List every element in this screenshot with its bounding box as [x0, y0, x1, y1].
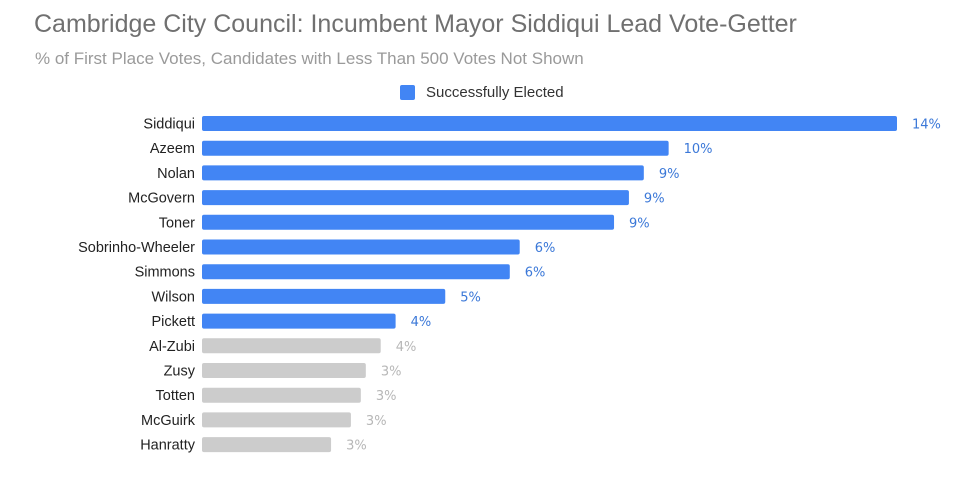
bar	[202, 288, 446, 304]
category-label: Pickett	[151, 314, 195, 330]
category-label: Hanratty	[140, 438, 196, 454]
data-label: 3%	[381, 365, 402, 380]
data-label: 3%	[366, 414, 387, 429]
data-label: 4%	[411, 315, 432, 330]
legend-swatch	[400, 84, 415, 100]
category-label: Azeem	[150, 141, 195, 157]
category-label: Al-Zubi	[149, 339, 195, 355]
category-label: Toner	[159, 215, 195, 231]
data-label: 9%	[644, 192, 665, 207]
bar	[202, 412, 351, 428]
bar	[202, 239, 520, 255]
data-label: 5%	[460, 290, 481, 305]
data-label: 6%	[525, 266, 546, 281]
bar	[202, 190, 629, 206]
category-label: Nolan	[157, 166, 195, 182]
data-label: 6%	[535, 241, 556, 256]
chart-title: Cambridge City Council: Incumbent Mayor …	[34, 10, 797, 38]
data-label: 10%	[684, 142, 713, 157]
bar	[202, 437, 332, 453]
bar	[202, 313, 396, 329]
data-label: 3%	[376, 389, 397, 404]
bar	[202, 214, 615, 230]
category-label: McGuirk	[141, 413, 196, 429]
legend-label: Successfully Elected	[426, 83, 564, 101]
category-label: McGovern	[128, 191, 195, 207]
category-label: Zusy	[164, 364, 196, 380]
bar	[202, 387, 361, 403]
bar	[202, 140, 669, 156]
category-label: Wilson	[151, 289, 195, 305]
category-label: Siddiqui	[143, 117, 195, 133]
chart-subtitle: % of First Place Votes, Candidates with …	[35, 49, 584, 68]
data-label: 14%	[912, 118, 941, 133]
bar	[202, 116, 897, 131]
bar	[202, 165, 644, 181]
bar	[202, 338, 381, 354]
category-label: Totten	[156, 388, 196, 404]
data-label: 9%	[659, 167, 680, 182]
data-label: 9%	[629, 216, 650, 231]
bar	[202, 264, 510, 280]
category-label: Simmons	[135, 265, 195, 281]
data-label: 3%	[346, 439, 367, 454]
category-label: Sobrinho-Wheeler	[78, 240, 195, 256]
legend: Successfully Elected	[400, 83, 564, 101]
data-label: 4%	[396, 340, 417, 355]
bar	[202, 363, 366, 378]
